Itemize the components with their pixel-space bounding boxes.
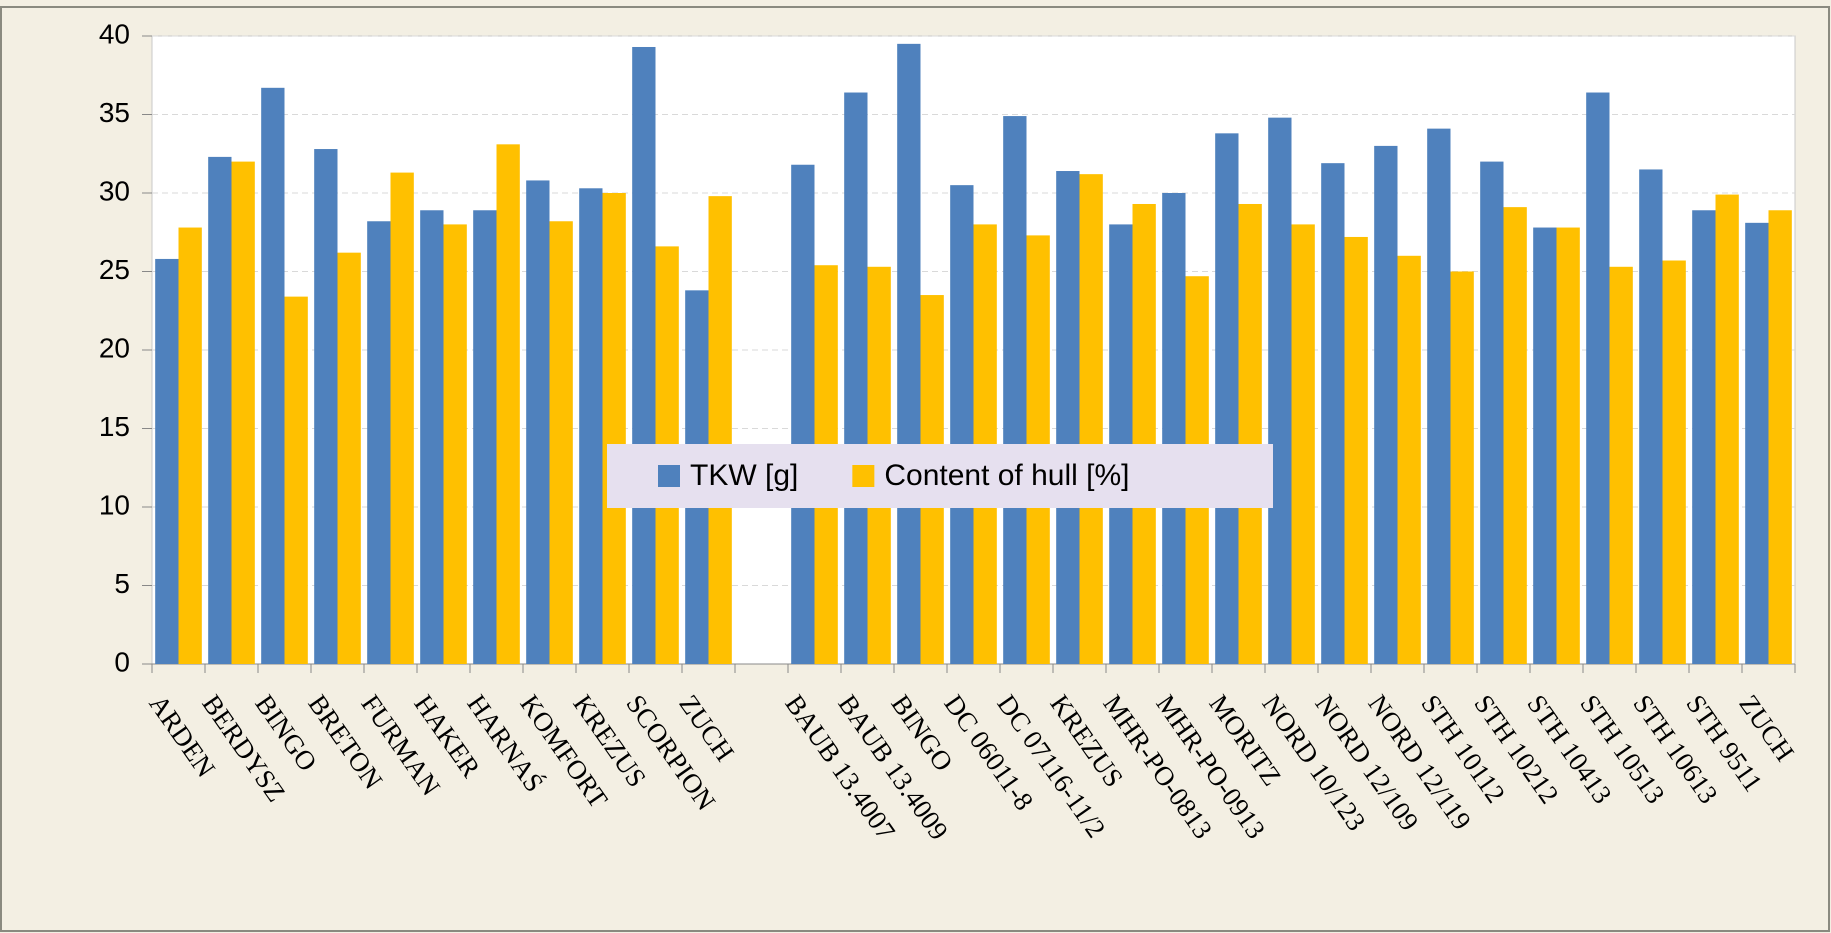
bar	[602, 193, 626, 664]
bar	[1450, 271, 1474, 664]
bar	[1427, 128, 1451, 664]
legend-box	[607, 444, 1273, 508]
bar	[1662, 260, 1686, 664]
bar	[367, 221, 391, 664]
bar	[231, 161, 255, 664]
bar	[1480, 161, 1504, 664]
bar	[1162, 193, 1186, 664]
bar	[1715, 194, 1739, 664]
bar	[549, 221, 573, 664]
bar	[844, 92, 868, 664]
bar	[708, 196, 732, 664]
bar	[1132, 203, 1156, 665]
bar	[579, 188, 603, 665]
bar	[314, 149, 338, 665]
bar	[1003, 116, 1027, 664]
bar	[526, 180, 550, 664]
bar	[1533, 227, 1557, 665]
bar	[1745, 222, 1769, 664]
y-tick-label: 0	[114, 646, 130, 677]
bar	[1321, 163, 1345, 665]
bar	[1503, 207, 1527, 664]
bar	[390, 172, 414, 664]
legend-swatch	[658, 465, 680, 487]
bar	[1056, 171, 1080, 664]
bar	[1768, 210, 1792, 664]
bar	[420, 210, 444, 664]
bar	[473, 210, 497, 664]
bar	[1079, 174, 1103, 664]
bar	[337, 252, 361, 664]
legend-swatch	[852, 465, 875, 487]
bar	[950, 185, 974, 664]
bar	[208, 156, 232, 664]
y-tick-label: 5	[114, 568, 130, 599]
bar	[1344, 236, 1368, 664]
bar	[1556, 227, 1580, 665]
bar	[443, 224, 467, 664]
bar	[1374, 145, 1398, 664]
bar	[261, 87, 285, 664]
y-tick-label: 10	[99, 489, 130, 520]
bar	[1609, 266, 1633, 664]
bar	[1586, 92, 1610, 664]
bar	[1639, 169, 1663, 664]
bar	[1215, 133, 1239, 665]
bar	[791, 164, 815, 665]
y-tick-label: 35	[99, 97, 130, 128]
bar	[897, 43, 921, 665]
y-tick-label: 20	[99, 332, 130, 363]
bar	[632, 46, 656, 665]
legend-label: TKW [g]	[690, 459, 798, 492]
y-tick-label: 40	[99, 18, 130, 49]
bar	[1692, 210, 1716, 664]
y-tick-label: 30	[99, 175, 130, 206]
bar	[496, 144, 520, 664]
y-tick-label: 25	[99, 254, 130, 285]
bar	[1397, 255, 1421, 665]
legend-label: Content of hull [%]	[884, 459, 1129, 492]
bar	[1268, 117, 1292, 664]
bar	[1291, 224, 1315, 664]
bar	[1238, 203, 1262, 665]
y-tick-label: 15	[99, 411, 130, 442]
bar	[178, 227, 202, 665]
bar	[155, 258, 179, 664]
bar	[284, 296, 308, 664]
